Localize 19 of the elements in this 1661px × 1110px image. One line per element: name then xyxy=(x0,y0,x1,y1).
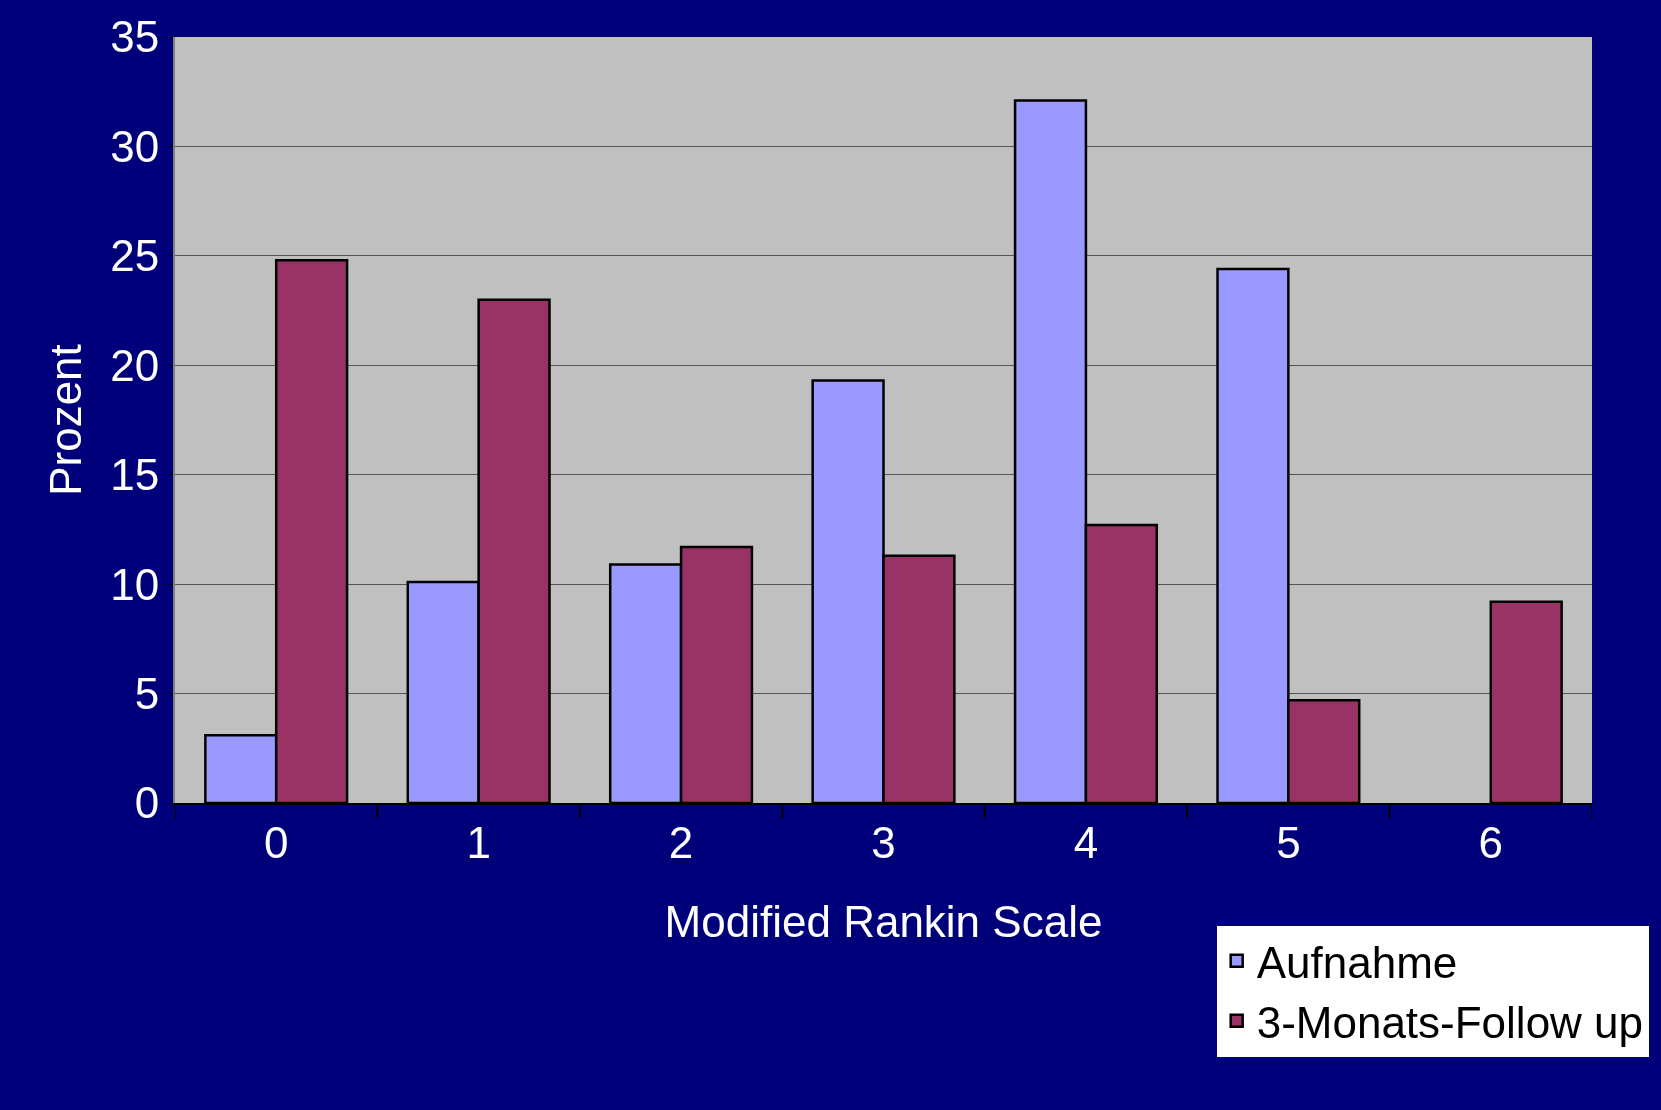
y-tick-label: 5 xyxy=(134,668,160,718)
y-tick-label: 0 xyxy=(134,778,160,828)
y-axis-title: Prozent xyxy=(40,344,90,496)
x-axis-title: Modified Rankin Scale xyxy=(664,896,1103,946)
legend-label: 3-Monats-Follow up xyxy=(1256,998,1644,1048)
y-tick-label: 15 xyxy=(110,450,160,500)
y-tick-label: 30 xyxy=(110,121,160,171)
y-tick-label: 35 xyxy=(110,12,160,62)
x-tick-label: 5 xyxy=(1276,817,1301,867)
y-tick-label: 10 xyxy=(110,559,160,609)
x-tick-label: 6 xyxy=(1478,817,1504,867)
x-tick-label: 4 xyxy=(1073,817,1099,867)
legend-label: Aufnahme xyxy=(1256,937,1458,987)
y-tick-label: 20 xyxy=(110,340,160,390)
y-tick-label: 25 xyxy=(110,231,160,281)
x-tick-label: 2 xyxy=(668,817,694,867)
x-tick-label: 1 xyxy=(466,817,491,867)
x-tick-label: 3 xyxy=(871,817,896,867)
x-tick-label: 0 xyxy=(263,817,289,867)
